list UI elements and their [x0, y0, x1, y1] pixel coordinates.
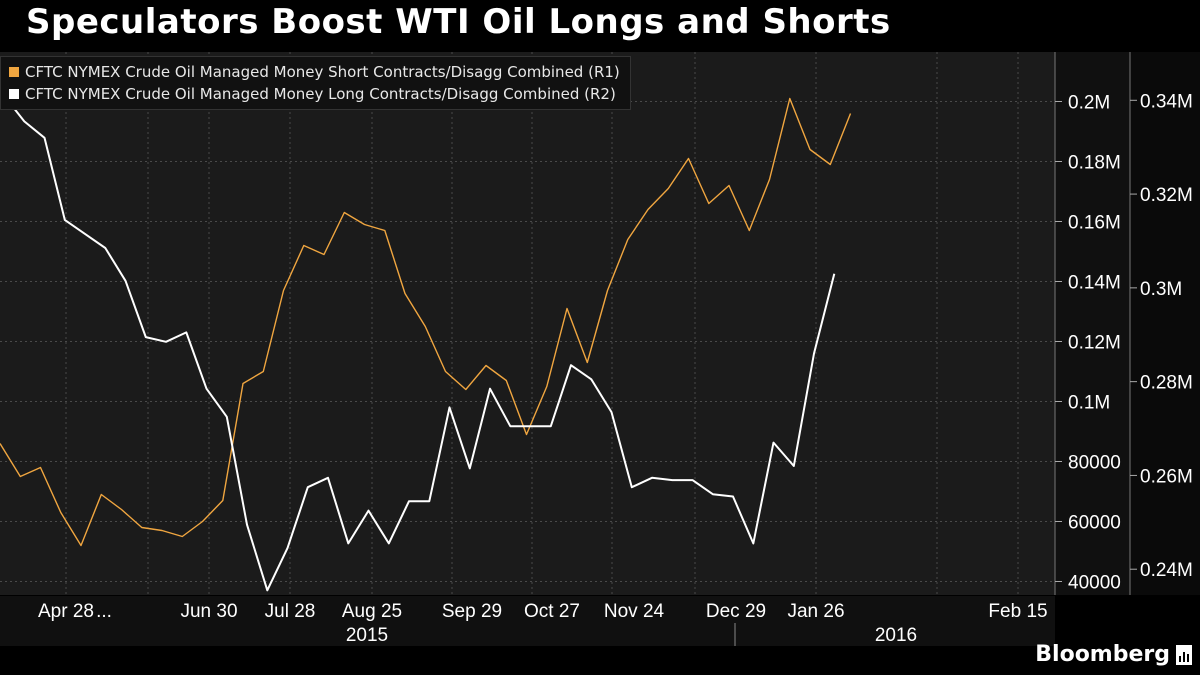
x-tick-label: Nov 24 — [604, 601, 665, 622]
plot-area — [0, 52, 1055, 595]
r2-tick-label: 0.3M — [1140, 279, 1182, 300]
r1-tick-label: 60000 — [1068, 513, 1121, 534]
legend: CFTC NYMEX Crude Oil Managed Money Short… — [0, 56, 631, 110]
r1-tick-label: 0.2M — [1068, 93, 1110, 114]
x-year-label: 2016 — [875, 625, 917, 646]
x-year-label: 2015 — [346, 625, 388, 646]
x-tick-label: ... — [96, 601, 112, 622]
legend-label-short: CFTC NYMEX Crude Oil Managed Money Short… — [25, 63, 620, 81]
x-tick-label: Feb 15 — [988, 601, 1047, 622]
r1-tick-label: 40000 — [1068, 573, 1121, 594]
x-tick-label: Jun 30 — [180, 601, 237, 622]
r2-tick-label: 0.24M — [1140, 560, 1193, 581]
x-tick-label: Apr 28 — [38, 601, 94, 622]
r1-tick-label: 0.12M — [1068, 333, 1121, 354]
bloomberg-logo: Bloomberg — [1035, 642, 1192, 667]
chart-title: Speculators Boost WTI Oil Longs and Shor… — [26, 2, 891, 42]
r1-axis-area — [1055, 52, 1130, 595]
brand-name: Bloomberg — [1035, 642, 1170, 667]
legend-item-long: CFTC NYMEX Crude Oil Managed Money Long … — [9, 83, 620, 105]
x-axis-area — [0, 596, 1055, 646]
legend-swatch-long — [9, 89, 19, 99]
x-tick-label: Dec 29 — [706, 601, 766, 622]
legend-swatch-short — [9, 67, 19, 77]
x-tick-label: Jul 28 — [265, 601, 316, 622]
r2-tick-label: 0.26M — [1140, 466, 1193, 487]
r1-tick-label: 0.1M — [1068, 393, 1110, 414]
series-line-long — [3, 94, 836, 592]
bloomberg-bars-icon — [1176, 644, 1192, 665]
x-tick-label: Jan 26 — [787, 601, 844, 622]
x-tick-label: Sep 29 — [442, 601, 502, 622]
r2-axis-area — [1130, 52, 1200, 595]
r2-tick-label: 0.32M — [1140, 185, 1193, 206]
legend-item-short: CFTC NYMEX Crude Oil Managed Money Short… — [9, 61, 620, 83]
r1-tick-label: 0.14M — [1068, 273, 1121, 294]
r1-tick-label: 0.18M — [1068, 153, 1121, 174]
x-tick-label: Aug 25 — [342, 601, 402, 622]
series-line-short — [0, 97, 852, 547]
r2-tick-label: 0.28M — [1140, 373, 1193, 394]
legend-label-long: CFTC NYMEX Crude Oil Managed Money Long … — [25, 85, 616, 103]
grid — [0, 52, 1055, 595]
x-tick-label: Oct 27 — [524, 601, 580, 622]
r2-tick-label: 0.34M — [1140, 91, 1193, 112]
r1-tick-label: 80000 — [1068, 453, 1121, 474]
r1-tick-label: 0.16M — [1068, 213, 1121, 234]
